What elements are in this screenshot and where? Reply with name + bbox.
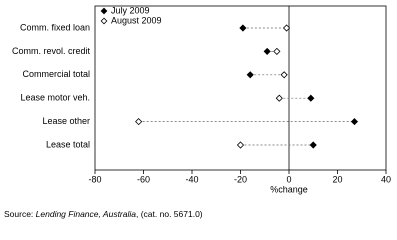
dot-marker — [350, 118, 359, 126]
x-tick-label: -80 — [88, 174, 101, 184]
y-tick-label: Lease motor veh. — [20, 93, 90, 103]
y-tick-label: Comm. revol. credit — [12, 46, 91, 56]
x-tick-label: -40 — [185, 174, 198, 184]
source-prefix: Source: — [4, 209, 36, 219]
dot-marker — [239, 24, 247, 32]
y-tick-label: Lease total — [46, 139, 90, 149]
x-axis-label: %change — [270, 184, 308, 194]
legend-label: August 2009 — [111, 15, 162, 25]
y-tick-label: Comm. fixed loan — [20, 22, 90, 32]
dot-marker — [135, 118, 143, 126]
source-title: Lending Finance, Australia — [36, 209, 137, 219]
dot-marker — [236, 141, 245, 149]
dot-marker — [309, 141, 317, 149]
dot-marker — [280, 71, 288, 79]
dot-marker — [263, 47, 271, 55]
x-tick-label: 20 — [332, 174, 342, 184]
legend-marker — [100, 7, 108, 15]
chart: %change Source: Lending Finance, Austral… — [4, 5, 391, 219]
y-tick-label: Commercial total — [22, 69, 90, 79]
legend-label: July 2009 — [111, 5, 150, 15]
source-suffix: , (cat. no. 5671.0) — [136, 209, 203, 219]
y-tick-label: Lease other — [42, 116, 90, 126]
dot-marker — [283, 24, 291, 32]
dot-marker — [307, 94, 315, 102]
legend-marker — [100, 17, 108, 25]
dot-marker — [246, 71, 254, 79]
x-tick-label: 0 — [286, 174, 291, 184]
source-note: Source: Lending Finance, Australia, (cat… — [4, 209, 203, 219]
dot-marker — [275, 94, 283, 102]
dot-marker — [273, 47, 281, 55]
x-tick-label: 40 — [381, 174, 391, 184]
x-tick-label: -60 — [137, 174, 150, 184]
x-tick-label: -20 — [234, 174, 247, 184]
